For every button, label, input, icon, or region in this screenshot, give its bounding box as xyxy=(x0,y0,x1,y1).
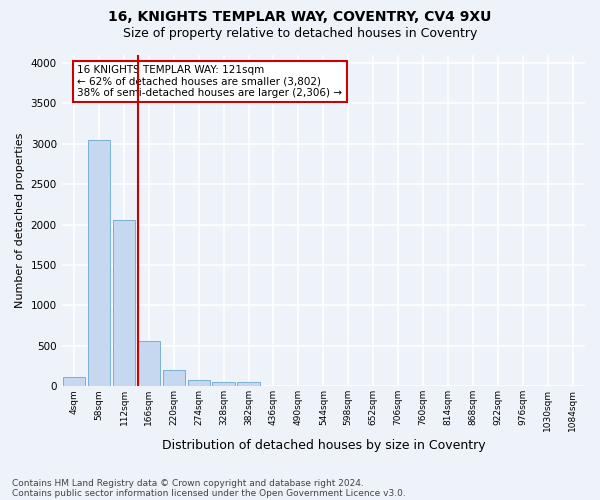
Text: Contains public sector information licensed under the Open Government Licence v3: Contains public sector information licen… xyxy=(12,488,406,498)
Bar xyxy=(188,380,210,386)
Bar xyxy=(88,140,110,386)
Text: 16 KNIGHTS TEMPLAR WAY: 121sqm
← 62% of detached houses are smaller (3,802)
38% : 16 KNIGHTS TEMPLAR WAY: 121sqm ← 62% of … xyxy=(77,65,343,98)
Bar xyxy=(63,376,85,386)
Bar xyxy=(137,341,160,386)
Text: Contains HM Land Registry data © Crown copyright and database right 2024.: Contains HM Land Registry data © Crown c… xyxy=(12,478,364,488)
Text: 16, KNIGHTS TEMPLAR WAY, COVENTRY, CV4 9XU: 16, KNIGHTS TEMPLAR WAY, COVENTRY, CV4 9… xyxy=(109,10,491,24)
Bar xyxy=(163,370,185,386)
Y-axis label: Number of detached properties: Number of detached properties xyxy=(15,133,25,308)
Bar xyxy=(238,382,260,386)
Bar xyxy=(212,382,235,386)
Bar xyxy=(113,220,135,386)
X-axis label: Distribution of detached houses by size in Coventry: Distribution of detached houses by size … xyxy=(161,440,485,452)
Text: Size of property relative to detached houses in Coventry: Size of property relative to detached ho… xyxy=(123,28,477,40)
